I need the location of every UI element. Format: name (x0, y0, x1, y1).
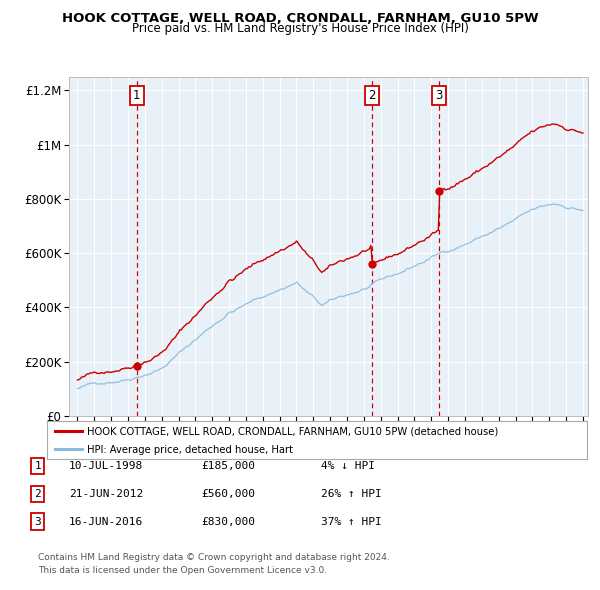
Text: Contains HM Land Registry data © Crown copyright and database right 2024.
This d: Contains HM Land Registry data © Crown c… (38, 553, 389, 575)
Text: HOOK COTTAGE, WELL ROAD, CRONDALL, FARNHAM, GU10 5PW (detached house): HOOK COTTAGE, WELL ROAD, CRONDALL, FARNH… (88, 427, 499, 437)
Text: £830,000: £830,000 (201, 517, 255, 526)
Text: HOOK COTTAGE, WELL ROAD, CRONDALL, FARNHAM, GU10 5PW: HOOK COTTAGE, WELL ROAD, CRONDALL, FARNH… (62, 12, 538, 25)
Text: 1: 1 (34, 461, 41, 471)
Text: HPI: Average price, detached house, Hart: HPI: Average price, detached house, Hart (88, 445, 293, 455)
Text: 26% ↑ HPI: 26% ↑ HPI (321, 489, 382, 499)
Text: 2: 2 (34, 489, 41, 499)
Text: 3: 3 (436, 89, 443, 102)
Text: 37% ↑ HPI: 37% ↑ HPI (321, 517, 382, 526)
Text: 1: 1 (133, 89, 140, 102)
Text: £560,000: £560,000 (201, 489, 255, 499)
Text: 21-JUN-2012: 21-JUN-2012 (69, 489, 143, 499)
Text: 16-JUN-2016: 16-JUN-2016 (69, 517, 143, 526)
Text: 3: 3 (34, 517, 41, 526)
Text: £185,000: £185,000 (201, 461, 255, 471)
Text: 2: 2 (368, 89, 376, 102)
Text: 10-JUL-1998: 10-JUL-1998 (69, 461, 143, 471)
Text: Price paid vs. HM Land Registry's House Price Index (HPI): Price paid vs. HM Land Registry's House … (131, 22, 469, 35)
Text: 4% ↓ HPI: 4% ↓ HPI (321, 461, 375, 471)
